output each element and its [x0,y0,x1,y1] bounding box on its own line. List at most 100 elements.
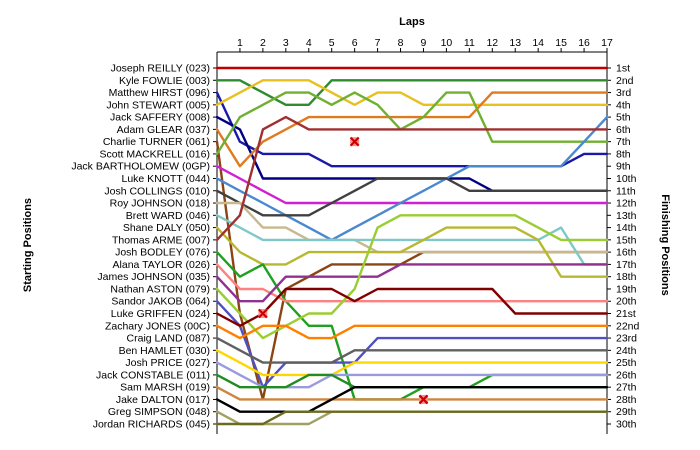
finishing-position-label: 7th [616,136,631,148]
starting-driver-label: Roy JOHNSON (018) [110,198,210,210]
x-tick-label: 4 [306,37,312,49]
x-tick-label: 9 [421,37,427,49]
finishing-position-label: 23rd [616,333,637,345]
x-tick-label: 8 [398,37,404,49]
series-line-2 [215,79,609,107]
series-line-7 [215,140,609,401]
finishing-position-label: 30th [616,419,637,431]
finishing-position-label: 12th [616,198,637,210]
finishing-position-label: 2nd [616,75,634,87]
series-line-19 [215,214,609,340]
starting-driver-label: Adam GLEAR (037) [117,124,210,136]
series-line-21 [215,287,609,327]
finishing-position-label: 27th [616,382,637,394]
starting-driver-label: Joseph REILLY (023) [111,63,210,75]
finishing-position-label: 18th [616,271,637,283]
chart-title: Laps [399,16,425,28]
x-tick-label: 17 [601,37,613,49]
series-line-13 [215,214,609,266]
starting-driver-label: Matthew HIRST (096) [109,87,210,99]
starting-driver-label: Luke KNOTT (044) [121,173,210,185]
finishing-position-label: 10th [616,173,637,185]
series-line-4 [215,79,609,107]
starting-driver-label: Sandor JAKOB (064) [111,296,210,308]
starting-driver-label: Jordan RICHARDS (045) [93,419,210,431]
finishing-position-labels: 1st2nd3rd4th5th6th7th8th9th10th11th12th1… [616,63,640,431]
series-lines [215,66,609,426]
finishing-position-label: 1st [616,63,630,75]
x-tick-label: 14 [532,37,544,49]
series-line-23 [215,336,609,364]
starting-driver-label: Jack BARTHOLOMEW (0GP) [71,161,210,173]
y-axis-label-left: Starting Positions [22,198,34,292]
x-tick-label: 6 [352,37,358,49]
x-tick-label: 7 [375,37,381,49]
finishing-position-label: 22nd [616,320,640,332]
x-tick-label: 2 [260,37,266,49]
starting-driver-label: Alana TAYLOR (026) [113,259,210,271]
y-axis-label-right: Finishing Positions [659,194,671,295]
finishing-position-label: 21st [616,308,636,320]
finishing-position-label: 5th [616,112,631,124]
series-line-12 [215,201,609,254]
x-tick-label: 13 [509,37,521,49]
x-tick-label: 15 [555,37,567,49]
starting-driver-label: Shane DALY (050) [123,222,210,234]
starting-driver-label: Nathan ASTON (079) [110,283,210,295]
finishing-position-label: 16th [616,247,637,259]
finishing-position-label: 15th [616,234,637,246]
starting-driver-label: Sam MARSH (019) [120,382,210,394]
x-tick-label: 11 [464,37,475,49]
finishing-position-label: 11th [616,185,636,197]
starting-driver-label: Josh COLLINGS (010) [104,185,210,197]
series-line-17 [215,263,609,303]
finishing-position-label: 17th [616,259,637,271]
finishing-position-label: 13th [616,210,637,222]
series-line-11 [215,177,609,217]
starting-driver-label: John STEWART (005) [106,99,210,111]
retirement-x-icon [258,308,268,319]
x-tick-label: 12 [486,37,498,49]
starting-driver-label: Kyle FOWLIE (003) [119,75,210,87]
finishing-position-label: 29th [616,406,637,418]
x-tick-label: 3 [283,37,289,49]
starting-driver-label: Jake DALTON (017) [116,394,210,406]
series-line-30 [215,410,609,426]
series-line-8 [215,91,609,156]
finishing-position-label: 9th [616,161,631,173]
starting-driver-label: Ben HAMLET (030) [119,345,210,357]
series-line-9 [215,164,609,205]
starting-driver-label: Luke GRIFFEN (024) [111,308,210,320]
finishing-position-label: 20th [616,296,637,308]
starting-driver-label: Thomas ARME (007) [112,234,210,246]
x-tick-labels: 1 2 3 4 5 6 7 8 9 10 11 12 13 14 15 16 17 [237,37,613,49]
series-line-27 [215,386,609,401]
series-line-26 [215,373,609,389]
series-line-22 [215,324,609,340]
series-line-10 [215,115,609,242]
starting-driver-label: Craig LAND (087) [127,333,210,345]
starting-driver-label: Jack CONSTABLE (011) [96,369,210,381]
finishing-position-label: 8th [616,148,631,160]
starting-driver-label: Zachary JONES (00C) [105,320,210,332]
starting-driver-label: Jack SAFFERY (008) [110,112,210,124]
series-line-18 [215,263,609,303]
finishing-position-label: 25th [616,357,637,369]
retirement-x-icon [349,136,360,147]
starting-position-labels: Joseph REILLY (023)Kyle FOWLIE (003)Matt… [71,63,210,431]
series-line-28 [215,386,609,413]
finishing-position-label: 14th [616,222,637,234]
retirement-markers [258,136,429,405]
x-tick-label: 16 [578,37,590,49]
series-line-24 [215,349,609,377]
starting-driver-label: Charlie TURNER (061) [103,136,210,148]
x-tick-label: 10 [441,37,453,49]
starting-driver-label: Greg SIMPSON (048) [108,406,210,418]
starting-driver-label: Scott MACKRELL (016) [100,148,211,160]
finishing-position-label: 3rd [616,87,631,99]
series-line-6 [215,91,609,168]
x-tick-label: 1 [237,37,243,49]
series-line-15 [215,115,609,242]
